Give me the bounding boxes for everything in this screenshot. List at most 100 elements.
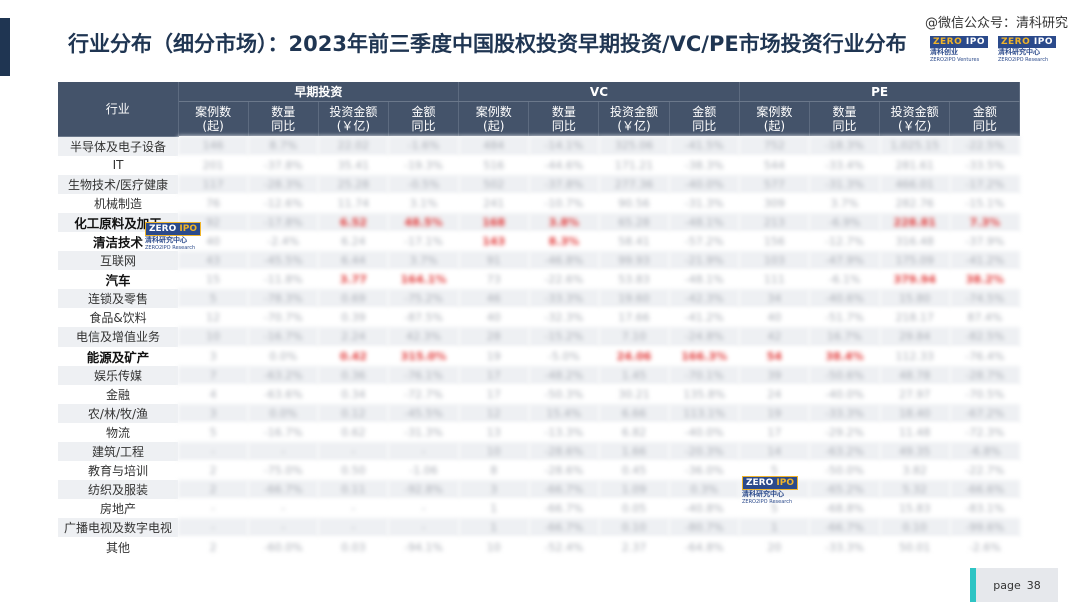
industry-name: 清洁技术: [58, 231, 178, 252]
table-cell: 7.10: [598, 327, 670, 347]
table-cell: -50.6%: [809, 365, 880, 385]
table-cell: -19.3%: [388, 155, 459, 175]
table-cell: 87.4%: [949, 308, 1020, 328]
table-cell: 516: [458, 155, 529, 175]
table-cell: 1,025.15: [879, 136, 950, 156]
table-cell: -31.3%: [669, 193, 740, 213]
table-cell: 0.62: [318, 422, 389, 442]
table-cell: 16.7%: [809, 327, 880, 347]
table-cell: 3.82: [879, 461, 950, 481]
table-cell: -99.6%: [949, 518, 1020, 538]
table-cell: -60.0%: [248, 537, 319, 557]
table-cell: 171.21: [598, 155, 670, 175]
page-indicator: page 38: [970, 568, 1058, 602]
table-cell: 10: [458, 537, 529, 557]
table-cell: 379.94: [879, 270, 950, 290]
table-cell: -82.5%: [949, 327, 1020, 347]
industry-name: 半导体及电子设备: [58, 136, 178, 156]
table-row: 汽车 15 -11.8% 3.77 164.1% 73 -22.6% 53.83 -48.1% 1…: [58, 270, 1020, 290]
table-cell: 40: [178, 231, 249, 252]
table-cell: 2.24: [318, 327, 389, 347]
table-cell: -66.7%: [248, 480, 319, 500]
table-row: 教育与培训 2 -75.0% 0.50 -1.06 8 -28.6% 0.45 -36.0% 5-…: [58, 461, 1020, 481]
table-cell: -57.2%: [669, 231, 740, 252]
table-cell: 175.09: [879, 251, 950, 271]
table-cell: 5: [739, 499, 810, 519]
table-cell: -66.7%: [528, 518, 599, 538]
table-cell: -92.8%: [388, 480, 459, 500]
table-cell: -37.8%: [528, 174, 599, 194]
table-cell: 3.1%: [388, 193, 459, 213]
table-cell: 25.28: [318, 174, 389, 194]
table-cell: 17: [458, 384, 529, 404]
table-cell: 228.81: [879, 212, 950, 232]
table-cell: -: [388, 442, 459, 462]
table-cell: -28.6%: [528, 442, 599, 462]
table-cell: 35.41: [318, 155, 389, 175]
table-cell: -16.7%: [248, 327, 319, 347]
sub-header: 数量 同比: [809, 101, 881, 136]
table-cell: -83.1%: [949, 499, 1020, 519]
table-cell: 0.10: [879, 518, 950, 538]
table-cell: 73: [458, 270, 529, 290]
table-cell: 1: [458, 499, 529, 519]
table-cell: -72.3%: [949, 422, 1020, 442]
table-cell: 2: [178, 461, 249, 481]
table-cell: -68.8%: [809, 499, 880, 519]
group-header-vc: VC: [458, 82, 740, 102]
table-cell: 17.66: [598, 308, 670, 328]
sub-header: 投资金额 (￥亿): [598, 101, 670, 136]
table-cell: 34: [739, 289, 810, 309]
table-cell: 15.4%: [528, 403, 599, 423]
table-cell: 1.66: [598, 442, 670, 462]
table-row: 物流 5 -16.7% 0.62 -31.3% 13 -13.3% 6.82 -40.0% 17-…: [58, 422, 1020, 442]
table-cell: 6.52: [318, 212, 389, 232]
table-cell: -70.1%: [669, 365, 740, 385]
table-row: 建筑/工程 - - - -10 -28.6% 1.66 -20.3% 14 -63.2% 49.35…: [58, 442, 1020, 462]
page-number: 38: [1026, 578, 1041, 592]
table-cell: -94.1%: [388, 537, 459, 557]
sub-header: 投资金额 (￥亿): [879, 101, 951, 136]
page-title: 行业分布（细分市场）：2023年前三季度中国股权投资早期投资/VC/PE市场投资…: [68, 32, 907, 56]
industry-name: 建筑/工程: [58, 442, 178, 462]
industry-name: 生物技术/医疗健康: [58, 174, 178, 194]
table-cell: -17.8%: [248, 212, 319, 232]
sub-header: 数量 同比: [528, 101, 600, 136]
industry-name: 电信及增值业务: [58, 327, 178, 347]
table-cell: 19.60: [598, 289, 670, 309]
table-cell: -47.9%: [809, 251, 880, 271]
table-cell: -50.0%: [809, 461, 880, 481]
table-cell: 6.66: [598, 403, 670, 423]
industry-name: 其他: [58, 537, 178, 557]
industry-name: 食品&饮料: [58, 308, 178, 328]
table-cell: -66.7%: [528, 480, 599, 500]
table-cell: 13: [458, 422, 529, 442]
table-cell: 42.3%: [388, 327, 459, 347]
table-cell: -70.7%: [248, 308, 319, 328]
table-cell: 466.01: [879, 174, 950, 194]
table-cell: -42.3%: [669, 289, 740, 309]
industry-name: 纺织及服装: [58, 480, 178, 500]
table-cell: 76: [178, 193, 249, 213]
table-row: 娱乐传媒 7 -63.2% 0.36 -76.1% 17 -48.2% 1.45 -70.1% 3…: [58, 365, 1020, 385]
zero2ipo-research-logo: ZERO IPO 清科研究中心 ZERO2IPO Research: [997, 36, 1056, 63]
table-cell: 1: [458, 518, 529, 538]
table-cell: 53.83: [598, 270, 670, 290]
table-cell: 99.93: [598, 251, 670, 271]
wechat-watermark: @微信公众号：清科研究: [924, 16, 1068, 31]
table-cell: -33.3%: [809, 403, 880, 423]
table-cell: 8: [458, 461, 529, 481]
table-cell: -22.6%: [528, 270, 599, 290]
sub-header: 数量 同比: [248, 101, 319, 136]
table-cell: -51.7%: [809, 308, 880, 328]
table-cell: -63.2%: [809, 442, 880, 462]
table-cell: 0.0%: [248, 346, 319, 366]
table-cell: 24: [739, 384, 810, 404]
table-cell: -: [248, 518, 319, 538]
table-cell: 3.7%: [809, 193, 880, 213]
table-cell: -31.3%: [809, 174, 880, 194]
table-cell: 39: [739, 365, 810, 385]
table-cell: -5.0%: [528, 346, 599, 366]
table-cell: 1: [739, 518, 810, 538]
table-cell: -33.3%: [809, 537, 880, 557]
